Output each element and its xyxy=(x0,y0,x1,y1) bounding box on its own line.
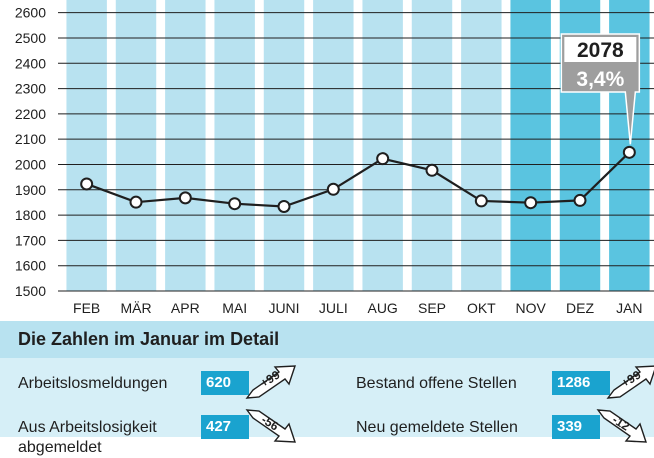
row-label-line1: Aus Arbeitslosigkeit xyxy=(18,419,157,436)
x-tick-label: SEP xyxy=(418,300,446,316)
x-tick-label: JUNI xyxy=(268,300,299,316)
arrow-up-icon xyxy=(245,365,296,399)
y-tick-label: 1800 xyxy=(15,207,46,223)
unemployment-chart: 1500 1600 1700 1800 1900 2000 2100 2200 2300 2400… xyxy=(15,0,654,316)
y-tick-label: 1600 xyxy=(15,258,46,274)
row-label: Arbeitslosmeldungen xyxy=(18,374,167,394)
data-point-aug xyxy=(376,152,390,166)
row-label-line2: abgemeldet xyxy=(18,439,102,456)
y-tick-label: 1700 xyxy=(15,232,46,248)
arrow-up-icon xyxy=(606,365,654,399)
change-arrow: -12 xyxy=(596,408,648,444)
column-bar-sep xyxy=(411,0,453,291)
detail-panel: Die Zahlen im Januar im Detail Arbeitslo… xyxy=(0,321,654,456)
data-point-okt xyxy=(474,194,488,208)
x-tick-label: NOV xyxy=(515,300,546,316)
data-point-jan xyxy=(622,145,636,159)
value-box: 427 xyxy=(201,415,249,439)
x-tick-label: AUG xyxy=(367,300,397,316)
data-point-feb xyxy=(80,177,94,191)
y-tick-label: 1500 xyxy=(15,283,46,299)
column-bar-okt xyxy=(461,0,502,291)
y-tick-label: 1900 xyxy=(15,182,46,198)
y-tick-label: 2200 xyxy=(15,106,46,122)
column-bar-juni xyxy=(263,0,305,291)
y-tick-label: 2100 xyxy=(15,131,46,147)
data-point-mai xyxy=(228,197,242,211)
row-label: Neu gemeldete Stellen xyxy=(356,418,518,438)
row-label-line1: Bestand offene Stellen xyxy=(356,375,517,392)
annotation-percent: 3,4% xyxy=(576,68,624,91)
y-tick-label: 2300 xyxy=(15,81,46,97)
x-tick-label: OKT xyxy=(467,300,496,316)
change-arrow: +99 xyxy=(245,364,297,400)
data-point-nov xyxy=(524,196,538,210)
x-tick-label: FEB xyxy=(73,300,100,316)
x-tick-label: MAI xyxy=(222,300,247,316)
annotation-value: 2078 xyxy=(577,39,624,62)
data-point-juni xyxy=(277,199,291,213)
annotation-value-box xyxy=(564,37,637,62)
x-tick-label: JAN xyxy=(616,300,642,316)
data-point-apr xyxy=(178,191,192,205)
y-tick-label: 2600 xyxy=(15,5,46,21)
y-tick-label: 2500 xyxy=(15,30,46,46)
y-tick-label: 2000 xyxy=(15,156,46,172)
detail-title: Die Zahlen im Januar im Detail xyxy=(18,329,280,349)
detail-row-abgemeldet: Aus Arbeitslosigkeit abgemeldet 427 -56 xyxy=(18,409,296,456)
change-arrow: +99 xyxy=(606,364,654,400)
row-label: Bestand offene Stellen xyxy=(356,374,517,394)
detail-row-neu-gemeldete-stellen: Neu gemeldete Stellen 339 -12 xyxy=(356,409,647,448)
column-bar-feb xyxy=(66,0,107,291)
column-bar-aug xyxy=(362,0,403,291)
x-tick-label: MÄR xyxy=(120,300,151,316)
value-box: 339 xyxy=(552,415,600,439)
detail-header: Die Zahlen im Januar im Detail xyxy=(0,321,654,358)
detail-row-bestand-offene-stellen: Bestand offene Stellen 1286 +99 xyxy=(356,365,654,404)
data-point-mär xyxy=(129,195,143,209)
row-label-line1: Neu gemeldete Stellen xyxy=(356,419,518,436)
data-point-dez xyxy=(573,193,587,207)
value-box: 620 xyxy=(201,371,249,395)
x-tick-label: DEZ xyxy=(566,300,594,316)
data-point-juli xyxy=(326,182,340,196)
column-bar-nov xyxy=(510,0,551,291)
x-tick-label: JULI xyxy=(319,300,348,316)
y-tick-label: 2400 xyxy=(15,55,46,71)
column-bar-mai xyxy=(214,0,255,291)
column-bar-juli xyxy=(313,0,354,291)
series-line xyxy=(86,151,631,208)
row-label: Aus Arbeitslosigkeit abgemeldet xyxy=(18,418,157,458)
value-box: 1286 xyxy=(552,371,610,395)
column-bar-mär xyxy=(115,0,157,291)
x-tick-label: APR xyxy=(171,300,200,316)
data-point-sep xyxy=(425,163,439,177)
detail-row-arbeitslosmeldungen: Arbeitslosmeldungen 620 +99 xyxy=(18,365,296,404)
column-bar-apr xyxy=(165,0,206,291)
row-label-line1: Arbeitslosmeldungen xyxy=(18,375,168,392)
change-arrow: -56 xyxy=(245,408,297,444)
